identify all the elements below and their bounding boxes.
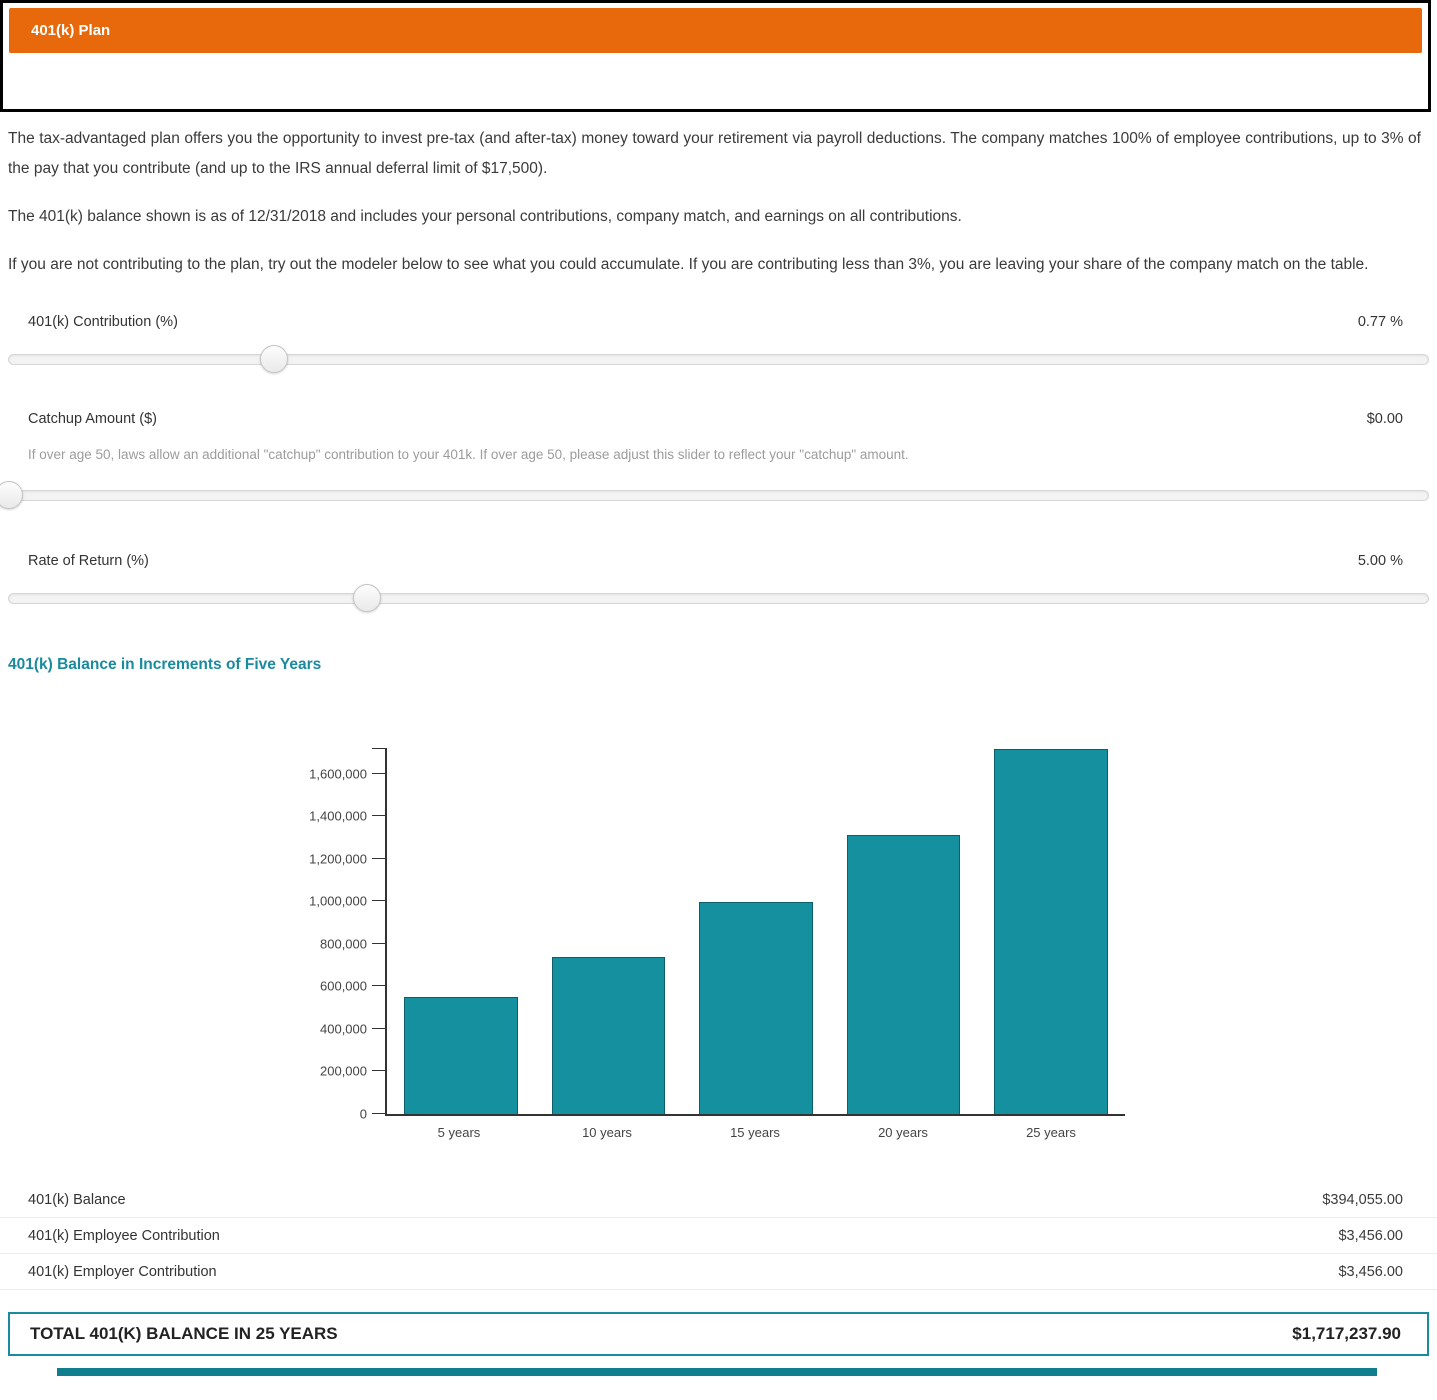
chart-bar-slot <box>977 748 1125 1114</box>
summary-value: $394,055.00 <box>1322 1192 1403 1208</box>
chart-bars <box>387 748 1125 1114</box>
intro-paragraph-1: The tax-advantaged plan offers you the o… <box>8 130 1421 177</box>
chart-bar-slot <box>682 748 830 1114</box>
slider-group-rate-of-return: Rate of Return (%) 5.00 % <box>0 553 1437 612</box>
catchup-slider-label: Catchup Amount ($) <box>28 411 157 427</box>
intro-paragraph-3: If you are not contributing to the plan,… <box>8 256 1369 273</box>
catchup-slider-track[interactable] <box>0 481 1429 509</box>
slider-group-catchup: Catchup Amount ($) $0.00 If over age 50,… <box>0 411 1437 509</box>
x-tick-label: 10 years <box>582 1125 632 1140</box>
catchup-slider-thumb[interactable] <box>0 481 23 509</box>
y-tick-label: 1,400,000 <box>309 808 367 824</box>
summary-row-balance: 401(k) Balance $394,055.00 <box>0 1182 1437 1218</box>
y-tick-label: 1,200,000 <box>309 851 367 867</box>
y-tick-label: 400,000 <box>320 1021 367 1037</box>
y-tick-label: 200,000 <box>320 1063 367 1079</box>
chart-bar <box>551 956 666 1114</box>
rate-slider-label: Rate of Return (%) <box>28 553 149 569</box>
y-tick-label: 800,000 <box>320 936 367 952</box>
rate-slider-track[interactable] <box>8 584 1429 612</box>
y-tick-label: 600,000 <box>320 978 367 994</box>
y-tick-label: 1,600,000 <box>309 766 367 782</box>
intro-section: The tax-advantaged plan offers you the o… <box>0 112 1437 280</box>
plan-header-box: 401(k) Plan <box>0 0 1431 112</box>
y-tick-label: 0 <box>359 1106 367 1122</box>
y-tick-mark <box>372 1113 385 1114</box>
chart-x-axis: 5 years 10 years 15 years 20 years 25 years <box>385 1125 1125 1140</box>
chart-bar <box>699 902 813 1114</box>
summary-row-employer-contribution: 401(k) Employer Contribution $3,456.00 <box>0 1254 1437 1290</box>
chart-plot: 0 200,000 400,000 600,000 800,000 1,000,000 1,… <box>309 748 1125 1121</box>
chart-bar <box>846 835 961 1114</box>
summary-label: 401(k) Balance <box>28 1192 126 1208</box>
y-tick-mark <box>372 900 385 902</box>
summary-value: $3,456.00 <box>1338 1228 1403 1244</box>
page-title: 401(k) Plan <box>31 22 111 39</box>
total-balance-value: $1,717,237.90 <box>1292 1324 1401 1343</box>
total-balance-box: TOTAL 401(K) BALANCE IN 25 YEARS $1,717,… <box>8 1312 1429 1356</box>
contribution-slider-thumb[interactable] <box>260 345 289 373</box>
y-tick-mark <box>372 815 385 817</box>
y-tick-mark <box>372 772 385 774</box>
y-tick-label: 1,000,000 <box>309 893 367 909</box>
x-tick-label: 20 years <box>878 1125 928 1140</box>
chart-bar <box>403 996 518 1114</box>
chart-section-title: 401(k) Balance in Increments of Five Yea… <box>8 656 322 673</box>
rate-slider-thumb[interactable] <box>352 584 381 612</box>
summary-label: 401(k) Employer Contribution <box>28 1264 217 1280</box>
y-axis-top-tick <box>372 748 385 749</box>
chart-bar-slot <box>830 748 978 1114</box>
x-tick-label: 15 years <box>730 1125 780 1140</box>
y-tick-mark <box>372 985 385 987</box>
x-tick-label: 25 years <box>1026 1125 1076 1140</box>
summary-row-employee-contribution: 401(k) Employee Contribution $3,456.00 <box>0 1218 1437 1254</box>
y-tick-mark <box>372 1070 385 1072</box>
chart-bar-slot <box>535 748 683 1114</box>
intro-paragraph-2: The 401(k) balance shown is as of 12/31/… <box>8 208 962 225</box>
x-tick-label: 5 years <box>437 1125 481 1140</box>
rate-slider-value: 5.00 % <box>1357 553 1403 569</box>
summary-section: 401(k) Balance $394,055.00 401(k) Employ… <box>0 1182 1437 1290</box>
next-section-divider-strip <box>57 1368 1377 1376</box>
total-balance-label: TOTAL 401(K) BALANCE IN 25 YEARS <box>30 1324 338 1343</box>
y-tick-mark <box>372 942 385 944</box>
bar-chart: 0 200,000 400,000 600,000 800,000 1,000,000 1,… <box>309 748 1437 1140</box>
y-tick-mark <box>372 857 385 859</box>
contribution-slider-track[interactable] <box>8 345 1429 373</box>
summary-label: 401(k) Employee Contribution <box>28 1228 220 1244</box>
catchup-slider-value: $0.00 <box>1366 411 1403 427</box>
catchup-helper-text: If over age 50, laws allow an additional… <box>28 447 909 462</box>
chart-bar <box>994 748 1108 1114</box>
slider-group-contribution: 401(k) Contribution (%) 0.77 % <box>0 314 1437 373</box>
summary-value: $3,456.00 <box>1338 1264 1403 1280</box>
contribution-slider-value: 0.77 % <box>1357 314 1403 330</box>
chart-bar-slot <box>387 748 535 1114</box>
contribution-slider-label: 401(k) Contribution (%) <box>28 314 178 330</box>
y-tick-mark <box>372 1027 385 1029</box>
plan-header-bar: 401(k) Plan <box>9 8 1422 53</box>
